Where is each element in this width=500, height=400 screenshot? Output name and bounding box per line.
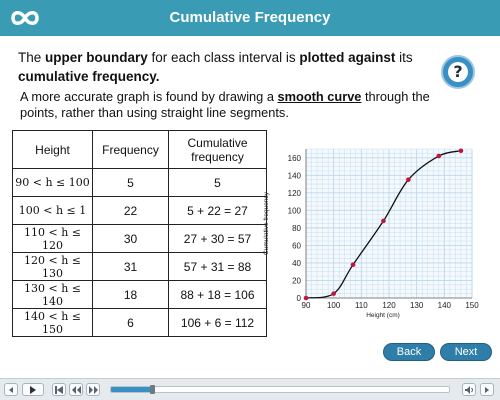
frequency-table: Height Frequency Cumulative frequency 90… xyxy=(12,130,267,337)
intro-text: The xyxy=(18,50,46,65)
collapse-button[interactable] xyxy=(4,383,18,396)
cell-cumulative: 88 + 18 = 106 xyxy=(168,280,267,309)
table-row: 100 < h ≤ 1 22 5 + 22 = 27 xyxy=(12,196,267,225)
cell-cumulative: 27 + 30 = 57 xyxy=(168,224,267,253)
x-tick-label: 120 xyxy=(382,301,396,310)
x-tick-label: 90 xyxy=(302,301,311,310)
cell-frequency: 22 xyxy=(92,196,169,225)
rewind-button[interactable] xyxy=(52,383,66,396)
help-button[interactable]: ? xyxy=(441,55,475,89)
cell-interval: 110 < h ≤ 120 xyxy=(12,224,93,253)
question-mark-icon: ? xyxy=(448,62,468,82)
data-point xyxy=(381,218,386,224)
cell-frequency: 6 xyxy=(92,308,169,337)
intro-bold-underline: smooth curve xyxy=(277,89,362,104)
table-row: 120 < h ≤ 130 31 57 + 31 = 88 xyxy=(12,252,267,281)
header-bar: Cumulative Frequency xyxy=(0,0,500,36)
expand-icon xyxy=(485,387,489,393)
progress-thumb[interactable] xyxy=(149,385,155,394)
y-tick-label: 120 xyxy=(288,189,302,198)
intro-text: for each class interval is xyxy=(147,50,300,65)
y-tick-label: 100 xyxy=(288,206,302,215)
y-tick-label: 80 xyxy=(292,224,301,233)
infinity-icon[interactable] xyxy=(8,6,42,30)
data-point xyxy=(458,148,464,154)
intro-paragraph-1: The upper boundary for each class interv… xyxy=(18,48,428,86)
table-row: 140 < h ≤ 150 6 106 + 6 = 112 xyxy=(12,308,267,337)
cell-interval: 130 < h ≤ 140 xyxy=(12,280,93,309)
cell-cumulative: 5 xyxy=(168,168,267,197)
intro-text: its xyxy=(395,50,413,65)
cell-cumulative: 5 + 22 = 27 xyxy=(168,196,267,225)
x-axis-label: Height (cm) xyxy=(366,312,400,319)
step-forward-icon xyxy=(88,386,98,394)
play-icon xyxy=(30,386,36,394)
x-tick-label: 130 xyxy=(410,301,424,310)
header-cumulative: Cumulative frequency xyxy=(168,130,267,169)
cell-cumulative: 57 + 31 = 88 xyxy=(168,252,267,281)
next-button[interactable]: Next xyxy=(440,343,492,361)
y-axis-label: Cumulative frequency xyxy=(263,191,270,255)
progress-track[interactable] xyxy=(110,385,450,394)
table-header-row: Height Frequency Cumulative frequency xyxy=(12,130,267,169)
cell-frequency: 31 xyxy=(92,252,169,281)
data-point xyxy=(303,295,309,301)
y-tick-label: 40 xyxy=(292,259,301,268)
y-tick-label: 20 xyxy=(292,276,301,285)
table-row: 110 < h ≤ 120 30 27 + 30 = 57 xyxy=(12,224,267,253)
step-back-button[interactable] xyxy=(69,383,83,396)
step-forward-button[interactable] xyxy=(86,383,100,396)
header-frequency: Frequency xyxy=(92,130,169,169)
cell-cumulative: 106 + 6 = 112 xyxy=(168,308,267,337)
x-tick-label: 150 xyxy=(465,301,479,310)
intro-bold: upper boundary xyxy=(45,50,148,65)
data-point xyxy=(350,262,356,267)
y-tick-label: 0 xyxy=(297,294,302,303)
cell-interval: 90 < h ≤ 100 xyxy=(12,168,93,197)
data-point xyxy=(331,291,336,296)
x-tick-label: 140 xyxy=(438,301,452,310)
intro-bold: cumulative frequency. xyxy=(18,69,160,84)
intro-text: A more accurate graph is found by drawin… xyxy=(20,89,278,104)
data-point xyxy=(436,153,442,159)
cell-interval: 100 < h ≤ 1 xyxy=(12,196,93,225)
intro-text: through the points, rather than using st… xyxy=(20,89,430,120)
x-tick-label: 100 xyxy=(327,301,341,310)
cell-interval: 140 < h ≤ 150 xyxy=(12,308,93,337)
skip-back-icon xyxy=(54,386,63,394)
cell-frequency: 5 xyxy=(92,168,169,197)
back-button[interactable]: Back xyxy=(383,343,435,361)
header-height: Height xyxy=(12,130,93,169)
y-tick-label: 160 xyxy=(288,154,302,163)
expand-button[interactable] xyxy=(480,383,494,396)
y-tick-label: 60 xyxy=(292,241,301,250)
table-row: 130 < h ≤ 140 18 88 + 18 = 106 xyxy=(12,280,267,309)
cell-interval: 120 < h ≤ 130 xyxy=(12,252,93,281)
x-tick-label: 110 xyxy=(355,301,368,310)
page-title: Cumulative Frequency xyxy=(169,9,331,26)
cell-frequency: 18 xyxy=(92,280,169,309)
cumulative-frequency-graph: 90 100 110 120 130 140 150 0 20 40 60 80 100 120 140 16… xyxy=(263,148,479,319)
collapse-icon xyxy=(9,387,13,393)
volume-button[interactable] xyxy=(462,383,476,396)
data-point xyxy=(406,177,411,182)
step-back-icon xyxy=(71,386,81,394)
cell-frequency: 30 xyxy=(92,224,169,253)
volume-icon xyxy=(464,386,473,394)
play-button[interactable] xyxy=(22,383,44,396)
table-row: 90 < h ≤ 100 5 5 xyxy=(12,168,267,197)
y-tick-label: 140 xyxy=(288,171,302,180)
player-bar xyxy=(0,378,500,400)
intro-paragraph-2: A more accurate graph is found by drawin… xyxy=(20,89,440,121)
progress-fill xyxy=(111,387,152,392)
intro-bold: plotted against xyxy=(299,50,396,65)
